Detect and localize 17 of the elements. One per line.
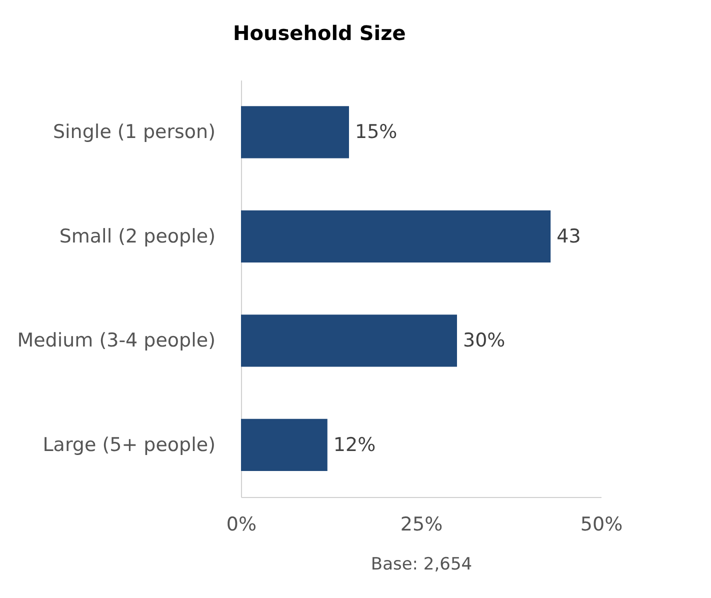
- x-tick-label: 25%: [400, 514, 443, 536]
- y-tick-label: Large (5+ people): [42, 434, 216, 456]
- chart-title: Household Size: [233, 21, 406, 45]
- bar: [241, 314, 457, 367]
- x-axis-title: Base: 2,654: [370, 554, 472, 574]
- y-tick-label: Small (2 people): [59, 225, 216, 248]
- data-label: 30%: [463, 330, 506, 352]
- x-tick-label: 0%: [226, 514, 257, 536]
- data-label: 12%: [333, 434, 376, 456]
- data-label: 43: [556, 225, 581, 248]
- x-tick-label: 50%: [580, 514, 623, 536]
- bar: [241, 210, 551, 262]
- y-tick-label: Medium (3-4 people): [17, 330, 216, 352]
- bar: [241, 106, 349, 158]
- data-label: 15%: [355, 121, 398, 144]
- y-tick-label: Single (1 person): [52, 121, 216, 144]
- bar: [241, 418, 328, 471]
